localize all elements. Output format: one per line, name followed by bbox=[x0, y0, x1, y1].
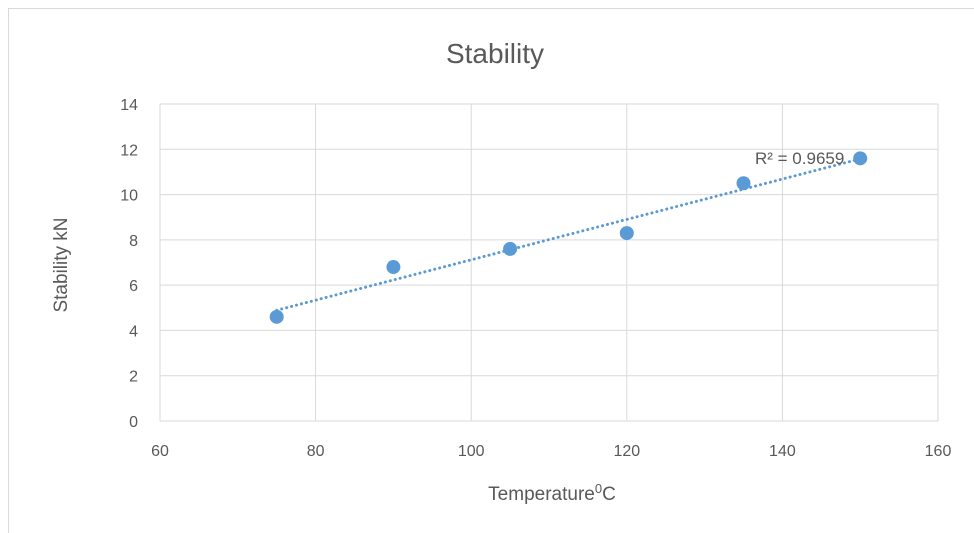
trendline-group bbox=[275, 157, 862, 312]
x-tick-label: 100 bbox=[458, 443, 485, 460]
data-point bbox=[853, 151, 868, 166]
data-point bbox=[503, 241, 518, 256]
x-tick-label: 160 bbox=[925, 443, 952, 460]
y-tick-label: 8 bbox=[129, 233, 138, 250]
y-tick-label: 14 bbox=[120, 97, 138, 114]
data-point bbox=[269, 309, 284, 324]
x-tick-label: 120 bbox=[613, 443, 640, 460]
data-point bbox=[386, 260, 401, 275]
y-axis-title: Stability kN bbox=[51, 217, 72, 312]
x-tick-label: 80 bbox=[307, 443, 325, 460]
y-tick-label: 4 bbox=[129, 323, 138, 340]
x-tick-label: 60 bbox=[151, 443, 169, 460]
x-tick-label: 140 bbox=[769, 443, 796, 460]
y-tick-label: 10 bbox=[120, 188, 138, 205]
x-axis-title-main: Temperature bbox=[488, 484, 595, 505]
x-axis-title-suffix: C bbox=[602, 484, 616, 505]
data-points bbox=[269, 151, 868, 324]
x-axis-title: Temperature0C bbox=[488, 481, 616, 505]
y-tick-label: 0 bbox=[129, 414, 138, 431]
trendline bbox=[275, 157, 862, 312]
y-axis-ticks: 0 2 4 6 8 10 12 14 bbox=[120, 97, 138, 431]
x-axis-title-sup: 0 bbox=[595, 481, 602, 496]
y-tick-label: 12 bbox=[120, 142, 138, 159]
chart-frame bbox=[8, 8, 974, 533]
data-point bbox=[619, 226, 634, 241]
x-axis-ticks: 60 80 100 120 140 160 bbox=[151, 443, 951, 460]
data-point bbox=[736, 176, 751, 191]
r-squared-label: R² = 0.9659 bbox=[755, 149, 844, 168]
y-tick-label: 6 bbox=[129, 278, 138, 295]
y-tick-label: 2 bbox=[129, 369, 138, 386]
chart-title: Stability bbox=[446, 38, 544, 69]
